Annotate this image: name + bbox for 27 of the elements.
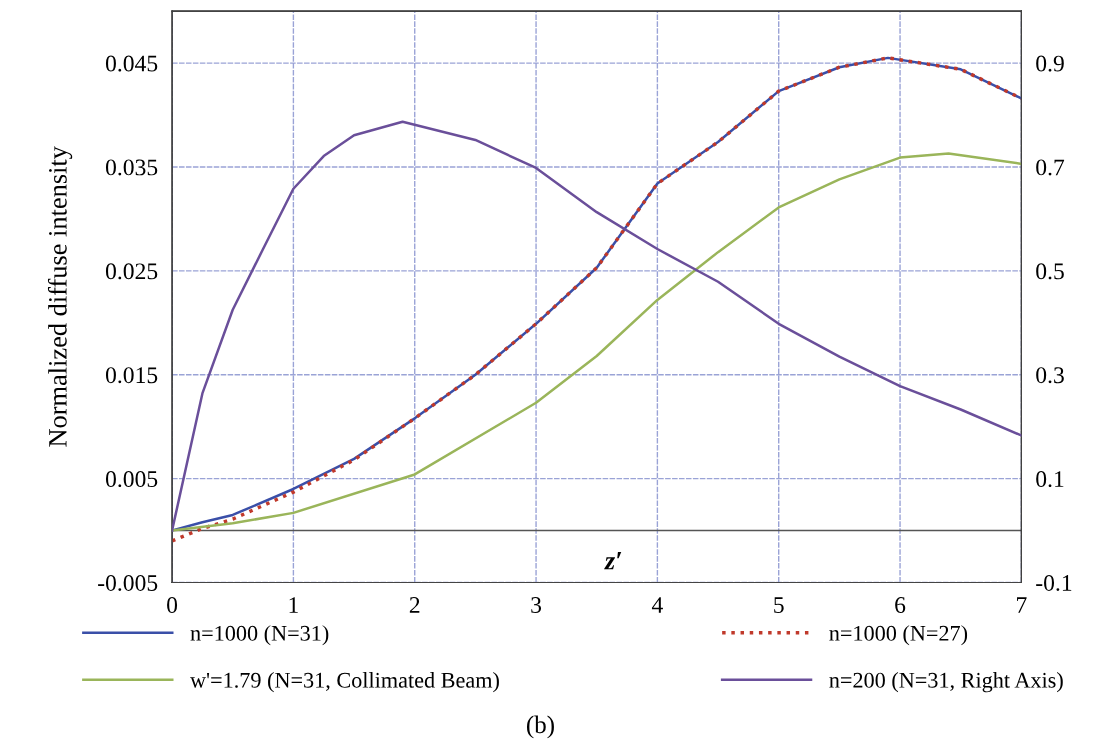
y-tick-label: 0.035 <box>105 159 158 176</box>
x-tick-label: 3 <box>531 597 542 613</box>
x-tick-label: 1 <box>289 597 298 613</box>
y-axis-title: Normalized diffuse intensity <box>47 146 73 447</box>
text: (b) <box>526 715 554 739</box>
legend-label: n=1000 (N=31) <box>190 625 329 646</box>
legend-label: n=1000 (N=27) <box>829 625 968 646</box>
y-tick-label: 0.015 <box>105 367 158 384</box>
y2-tick-label: 0.7 <box>1036 159 1065 176</box>
legend-label: w'=1.79 (N=31, Collimated Beam) <box>190 672 499 693</box>
y-tick-label: 0.005 <box>105 471 158 488</box>
y2-tick-label: 0.3 <box>1036 367 1064 384</box>
x-tick-label: 4 <box>651 597 663 613</box>
x-tick-label: 0 <box>167 597 178 613</box>
y2-tick-label: 0.5 <box>1036 263 1064 280</box>
y-tick-label: 0.045 <box>105 55 158 72</box>
y2-tick-label: -0.1 <box>1036 574 1072 591</box>
y2-tick-label: 0.1 <box>1036 471 1064 488</box>
x-tick-label: 2 <box>409 597 420 613</box>
x-tick-label: 5 <box>774 597 784 613</box>
x-tick-label: 7 <box>1017 597 1027 613</box>
x-axis-title: z′ <box>604 552 622 570</box>
y-tick-label: -0.005 <box>98 574 158 591</box>
x-tick-label: 6 <box>895 597 906 613</box>
y2-tick-label: 0.9 <box>1036 55 1064 72</box>
y-tick-label: 0.025 <box>105 263 158 280</box>
legend-label: n=200 (N=31, Right Axis) <box>829 672 1063 693</box>
